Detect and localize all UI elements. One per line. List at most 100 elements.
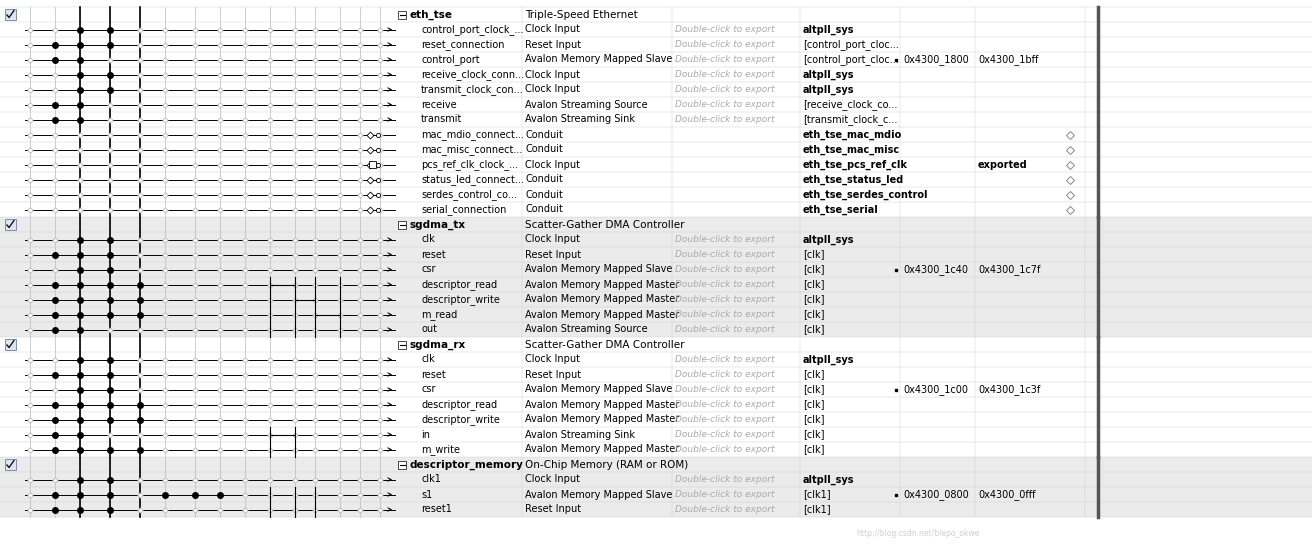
Text: Double-click to export: Double-click to export <box>674 25 774 34</box>
Text: control_port_clock_...: control_port_clock_... <box>421 24 523 35</box>
Text: [clk]: [clk] <box>803 384 824 395</box>
Text: reset: reset <box>421 250 446 259</box>
Text: [clk]: [clk] <box>803 430 824 440</box>
Bar <box>398 460 405 468</box>
Text: Clock Input: Clock Input <box>525 69 580 80</box>
Text: clk: clk <box>421 234 434 245</box>
Bar <box>0 277 1312 292</box>
Bar <box>0 292 1312 307</box>
Text: [clk]: [clk] <box>803 264 824 275</box>
Text: Double-click to export: Double-click to export <box>674 100 774 109</box>
Bar <box>5 459 16 470</box>
Bar <box>0 487 1312 502</box>
Text: eth_tse_mac_misc: eth_tse_mac_misc <box>803 144 900 155</box>
Text: Double-click to export: Double-click to export <box>674 445 774 454</box>
Text: [receive_clock_co...: [receive_clock_co... <box>803 99 897 110</box>
Text: Avalon Memory Mapped Master: Avalon Memory Mapped Master <box>525 310 680 319</box>
Text: Reset Input: Reset Input <box>525 39 581 50</box>
Text: Clock Input: Clock Input <box>525 234 580 245</box>
Bar <box>0 217 1312 232</box>
Text: Avalon Memory Mapped Slave: Avalon Memory Mapped Slave <box>525 384 672 395</box>
Text: status_led_connect...: status_led_connect... <box>421 174 523 185</box>
Text: pcs_ref_clk_clock_...: pcs_ref_clk_clock_... <box>421 159 518 170</box>
Text: Double-click to export: Double-click to export <box>674 310 774 319</box>
Text: altpll_sys: altpll_sys <box>803 234 854 245</box>
Text: Double-click to export: Double-click to export <box>674 475 774 484</box>
Text: 0x4300_1bff: 0x4300_1bff <box>977 54 1038 65</box>
Text: 0x4300_0800: 0x4300_0800 <box>903 489 968 500</box>
Text: [clk1]: [clk1] <box>803 505 830 514</box>
Text: Avalon Memory Mapped Slave: Avalon Memory Mapped Slave <box>525 264 672 275</box>
Text: Conduit: Conduit <box>525 129 563 139</box>
Text: Conduit: Conduit <box>525 175 563 185</box>
Bar <box>398 10 405 19</box>
Text: eth_tse_status_led: eth_tse_status_led <box>803 174 904 185</box>
Text: in: in <box>421 430 430 440</box>
Text: [clk1]: [clk1] <box>803 490 830 500</box>
Text: Double-click to export: Double-click to export <box>674 400 774 409</box>
Text: Double-click to export: Double-click to export <box>674 490 774 499</box>
Text: Avalon Memory Mapped Master: Avalon Memory Mapped Master <box>525 414 680 424</box>
Text: [clk]: [clk] <box>803 444 824 454</box>
Text: Scatter-Gather DMA Controller: Scatter-Gather DMA Controller <box>525 219 685 229</box>
Text: Double-click to export: Double-click to export <box>674 415 774 424</box>
Text: [clk]: [clk] <box>803 280 824 289</box>
Text: s1: s1 <box>421 490 432 500</box>
Text: mac_misc_connect...: mac_misc_connect... <box>421 144 522 155</box>
Text: [clk]: [clk] <box>803 310 824 319</box>
Text: 0x4300_1800: 0x4300_1800 <box>903 54 968 65</box>
Text: Conduit: Conduit <box>525 189 563 199</box>
Text: altpll_sys: altpll_sys <box>803 69 854 80</box>
Text: descriptor_read: descriptor_read <box>421 399 497 410</box>
Bar <box>0 262 1312 277</box>
Text: Double-click to export: Double-click to export <box>674 370 774 379</box>
Text: transmit: transmit <box>421 115 462 124</box>
Text: Double-click to export: Double-click to export <box>674 385 774 394</box>
Text: Avalon Memory Mapped Master: Avalon Memory Mapped Master <box>525 444 680 454</box>
Text: Double-click to export: Double-click to export <box>674 265 774 274</box>
Text: reset: reset <box>421 370 446 379</box>
Text: sgdma_rx: sgdma_rx <box>409 340 466 349</box>
Text: serial_connection: serial_connection <box>421 204 506 215</box>
Text: transmit_clock_con...: transmit_clock_con... <box>421 84 523 95</box>
Text: Avalon Streaming Source: Avalon Streaming Source <box>525 99 648 110</box>
Text: Reset Input: Reset Input <box>525 505 581 514</box>
Bar <box>0 307 1312 322</box>
Text: Avalon Streaming Sink: Avalon Streaming Sink <box>525 115 635 124</box>
Text: [clk]: [clk] <box>803 294 824 305</box>
Text: [clk]: [clk] <box>803 370 824 379</box>
Text: descriptor_write: descriptor_write <box>421 414 500 425</box>
Bar <box>0 232 1312 247</box>
Text: http://blog.csdn.net/blepo_okwe: http://blog.csdn.net/blepo_okwe <box>857 529 980 538</box>
Text: control_port: control_port <box>421 54 480 65</box>
Bar <box>398 221 405 228</box>
Text: Conduit: Conduit <box>525 145 563 155</box>
Bar <box>0 322 1312 337</box>
Text: sgdma_tx: sgdma_tx <box>409 219 466 230</box>
Text: out: out <box>421 324 437 335</box>
Text: 0x4300_0fff: 0x4300_0fff <box>977 489 1035 500</box>
Text: mac_mdio_connect...: mac_mdio_connect... <box>421 129 523 140</box>
Text: Double-click to export: Double-click to export <box>674 85 774 94</box>
Text: [clk]: [clk] <box>803 324 824 335</box>
Text: altpll_sys: altpll_sys <box>803 354 854 365</box>
Text: Avalon Streaming Sink: Avalon Streaming Sink <box>525 430 635 440</box>
Text: eth_tse_mac_mdio: eth_tse_mac_mdio <box>803 129 903 140</box>
Text: Double-click to export: Double-click to export <box>674 55 774 64</box>
Text: 0x4300_1c00: 0x4300_1c00 <box>903 384 968 395</box>
Text: eth_tse_serial: eth_tse_serial <box>803 204 879 215</box>
Text: altpll_sys: altpll_sys <box>803 474 854 485</box>
Text: Avalon Memory Mapped Slave: Avalon Memory Mapped Slave <box>525 490 672 500</box>
Text: Double-click to export: Double-click to export <box>674 115 774 124</box>
Text: reset_connection: reset_connection <box>421 39 505 50</box>
Bar <box>5 9 16 20</box>
Text: 0x4300_1c7f: 0x4300_1c7f <box>977 264 1040 275</box>
Text: Avalon Memory Mapped Master: Avalon Memory Mapped Master <box>525 280 680 289</box>
Text: Avalon Memory Mapped Slave: Avalon Memory Mapped Slave <box>525 55 672 64</box>
Bar <box>0 502 1312 517</box>
Text: Double-click to export: Double-click to export <box>674 250 774 259</box>
Text: descriptor_memory: descriptor_memory <box>409 459 523 470</box>
Text: Double-click to export: Double-click to export <box>674 325 774 334</box>
Text: Double-click to export: Double-click to export <box>674 235 774 244</box>
Text: [clk]: [clk] <box>803 250 824 259</box>
